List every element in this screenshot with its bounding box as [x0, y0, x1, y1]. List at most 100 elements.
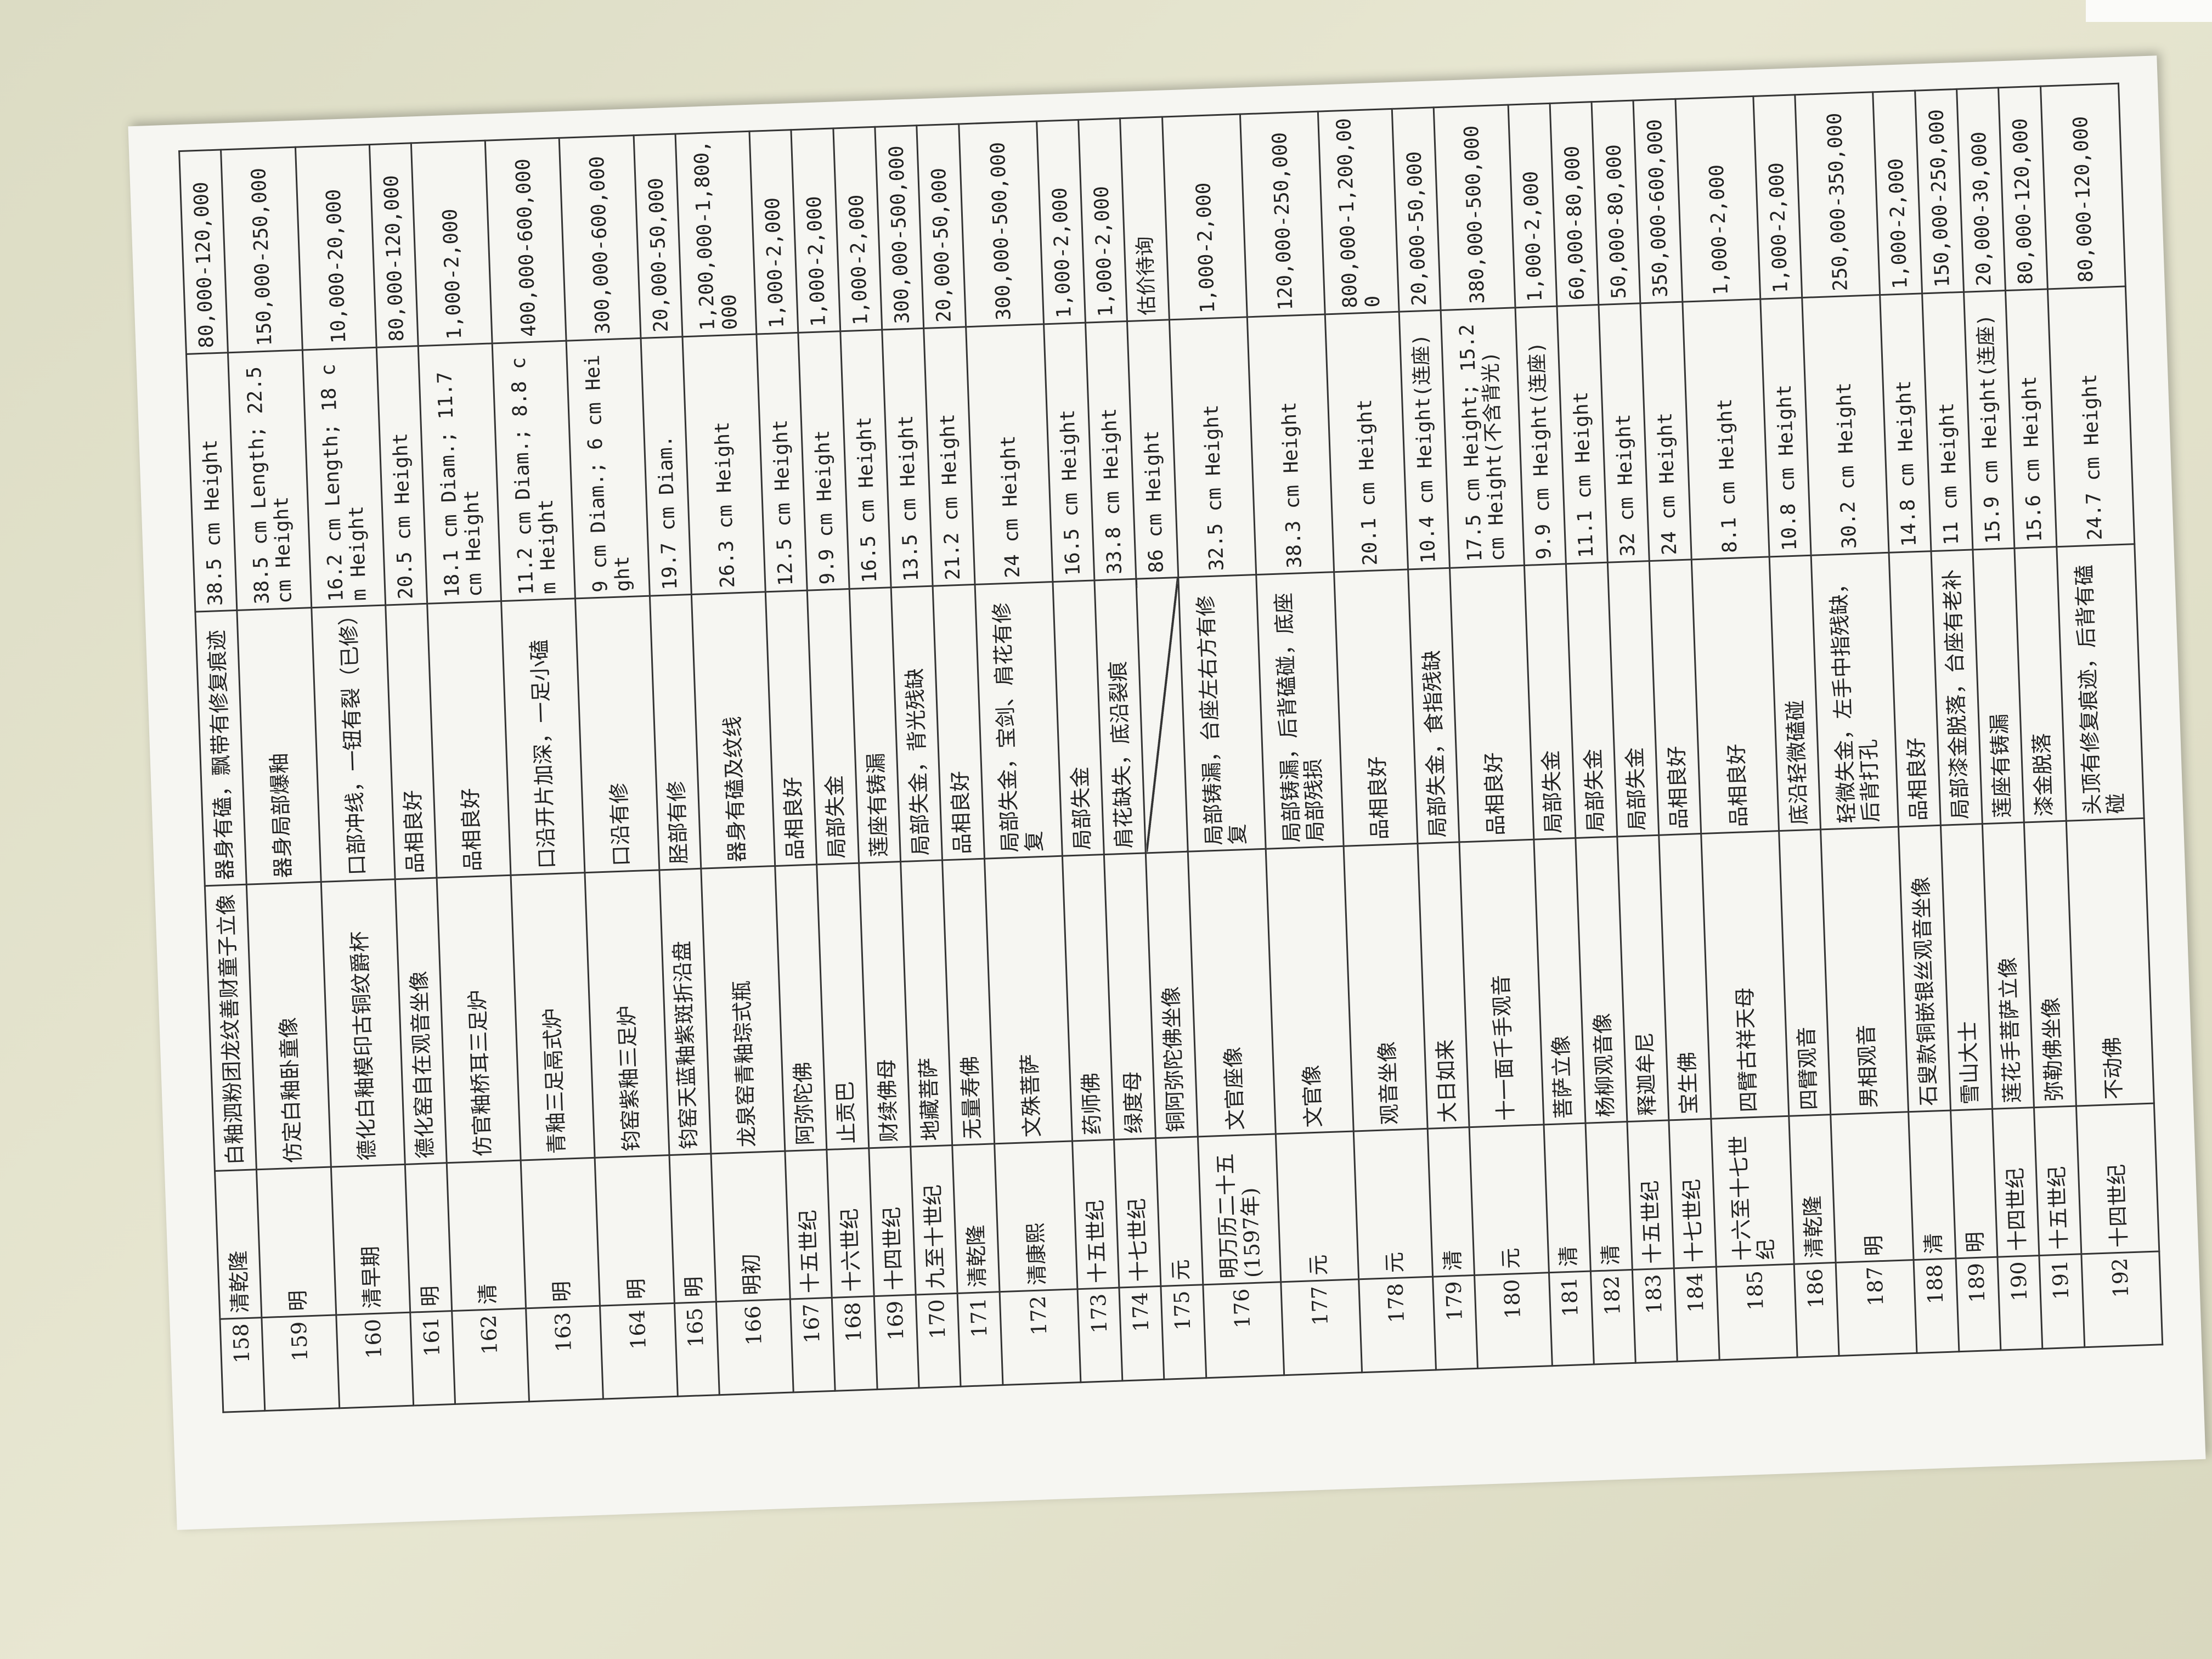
- lot-period: 清: [1585, 1121, 1633, 1272]
- lot-no: 163: [526, 1306, 603, 1402]
- lot-period: 明: [669, 1153, 716, 1304]
- lot-estimate: 80,000-120,000: [179, 149, 228, 354]
- lot-size: 17.5 cm Height; 15.2 cm Height(不含背光): [1441, 307, 1524, 568]
- lot-condition: 局部失金，宝剑、肩花有修复: [974, 582, 1063, 859]
- lot-no: 175: [1161, 1284, 1206, 1380]
- lot-no: 167: [790, 1297, 836, 1392]
- lot-size: 26.3 cm Height: [682, 334, 766, 595]
- lot-estimate: 150,000-250,000: [221, 147, 302, 353]
- lot-estimate: 1,000-2,000: [1675, 96, 1760, 302]
- lot-title: 龙泉窑青釉琮式瓶: [701, 866, 785, 1154]
- lot-estimate: 10,000-20,000: [295, 144, 376, 351]
- lot-condition: 品相良好: [1691, 556, 1779, 834]
- lot-title: 钧窑紫釉三足炉: [585, 870, 669, 1158]
- lot-condition: 品相良好: [427, 601, 511, 878]
- lot-period: 明: [521, 1158, 600, 1308]
- lot-period: 清: [1427, 1127, 1475, 1277]
- lot-no: 179: [1432, 1275, 1478, 1370]
- lot-no: 168: [832, 1296, 877, 1391]
- lot-no: 176: [1203, 1282, 1284, 1378]
- lot-no: 169: [873, 1295, 919, 1390]
- lot-estimate: 1,000-2,000: [1872, 91, 1922, 295]
- lot-estimate: 380,000-500,000: [1434, 105, 1515, 311]
- lot-estimate: 20,000-30,000: [1956, 87, 2006, 292]
- lot-period: 明: [1830, 1111, 1914, 1263]
- lot-no: 190: [1997, 1255, 2043, 1351]
- lot-estimate: 400,000-600,000: [485, 138, 567, 343]
- lot-no: 181: [1548, 1271, 1594, 1366]
- lot-size: 9 cm Diam.; 6 cm Height: [566, 338, 650, 599]
- lot-period: 十五世纪: [785, 1149, 832, 1300]
- lot-period: 十四世纪: [1992, 1107, 2040, 1257]
- lot-size: 11.2 cm Diam.; 8.8 cm Height: [492, 341, 575, 601]
- lot-no: 183: [1632, 1268, 1678, 1363]
- lot-no: 177: [1280, 1279, 1362, 1375]
- lot-condition: 头顶有修复痕迹，后背有磕碰: [2056, 544, 2145, 821]
- lot-no: 189: [1955, 1257, 2001, 1352]
- lot-estimate: 350,000-600,000: [1633, 99, 1683, 303]
- lot-title: 四臂古祥天母: [1701, 831, 1789, 1119]
- lot-period: 十四世纪: [868, 1147, 916, 1296]
- lot-estimate: 50,000-80,000: [1592, 100, 1641, 305]
- lot-estimate: 80,000-120,000: [1998, 86, 2047, 291]
- lot-period: 十六至十七世纪: [1711, 1116, 1795, 1267]
- lot-estimate: 1,000-2,000: [1036, 120, 1086, 324]
- lot-period: 十七世纪: [1669, 1119, 1717, 1268]
- lot-size: 32.5 cm Height: [1169, 317, 1256, 578]
- paper-corner: [2086, 0, 2212, 22]
- lot-title: 青釉三足鬲式炉: [511, 872, 595, 1161]
- lot-no: 166: [716, 1299, 794, 1395]
- lot-rows: 158 清乾隆 白釉泗粉团龙纹善财童子立像 器身有磕，飘带有修复痕迹 38.5 cm H…: [179, 83, 2163, 1413]
- lot-title: 仿官釉桥耳三足炉: [437, 875, 521, 1163]
- lot-period: 清康熙: [994, 1141, 1077, 1292]
- lot-condition: 品相良好: [1449, 565, 1534, 842]
- lot-period: 清: [1543, 1123, 1591, 1273]
- lot-estimate: 150,000-250,000: [1915, 89, 1964, 294]
- lot-title: 仿定白釉卧童像: [246, 882, 331, 1170]
- lot-estimate: 1,000-2,000: [411, 140, 493, 346]
- lot-condition: 口沿开片加深，一足小磕: [501, 598, 585, 876]
- lot-period: 九至十世纪: [910, 1145, 958, 1295]
- lot-period: 明: [1950, 1109, 1997, 1259]
- lot-condition: 器身局部爆釉: [237, 607, 321, 885]
- lot-period: 十五世纪: [2034, 1106, 2081, 1256]
- lot-title: 男相观音: [1820, 826, 1909, 1115]
- lot-period: 明: [404, 1163, 452, 1313]
- lot-estimate: 1,000-2,000: [749, 129, 799, 335]
- lot-period: 十七世纪: [1114, 1138, 1161, 1288]
- lot-period: 元: [1155, 1136, 1203, 1286]
- lot-estimate: 20,000-50,000: [633, 134, 682, 338]
- lot-title: 十一面千手观音: [1459, 839, 1544, 1127]
- lot-no: 172: [999, 1289, 1081, 1385]
- lot-period: 明: [595, 1155, 674, 1306]
- lot-estimate: 80,000-120,000: [2040, 83, 2126, 289]
- lot-period: 元: [1469, 1124, 1549, 1276]
- lot-size: 24.7 cm Height: [2047, 286, 2135, 547]
- lot-estimate: 20,000-50,000: [917, 124, 966, 329]
- lot-estimate: 1,000-2,000: [1078, 118, 1127, 323]
- lot-estimate: 估价待询: [1120, 117, 1170, 321]
- lot-no: 162: [452, 1308, 529, 1404]
- lot-title: 观音坐像: [1343, 843, 1428, 1132]
- lot-estimate: 250,000-350,000: [1795, 92, 1880, 298]
- lot-title: 文殊菩萨: [984, 856, 1073, 1144]
- lot-estimate: 1,000-2,000: [1508, 103, 1557, 308]
- lot-estimate: 1,000-2,000: [1162, 114, 1248, 320]
- lot-no: 192: [2081, 1251, 2163, 1347]
- lot-period: 元: [1353, 1128, 1433, 1279]
- lot-period: 元: [1276, 1131, 1359, 1282]
- lot-estimate: 120,000-250,000: [1240, 111, 1325, 317]
- lot-estimate: 800,000-1,200,000: [1318, 109, 1400, 314]
- lot-no: 191: [2039, 1254, 2085, 1349]
- lot-title: 文官座像: [1187, 849, 1276, 1137]
- lot-period: 清乾隆: [1788, 1114, 1836, 1265]
- lot-estimate: 1,000-2,000: [833, 127, 882, 331]
- lot-estimate: 300,000-500,000: [958, 121, 1044, 327]
- lot-no: 158: [219, 1317, 266, 1413]
- paper-sheet: 158 清乾隆 白釉泗粉团龙纹善财童子立像 器身有磕，飘带有修复痕迹 38.5 cm H…: [128, 55, 2206, 1530]
- lot-condition: 品相良好: [1334, 569, 1418, 847]
- lot-no: 187: [1836, 1260, 1917, 1356]
- lot-no: 180: [1474, 1272, 1552, 1369]
- lot-period: 清乾隆: [215, 1169, 262, 1319]
